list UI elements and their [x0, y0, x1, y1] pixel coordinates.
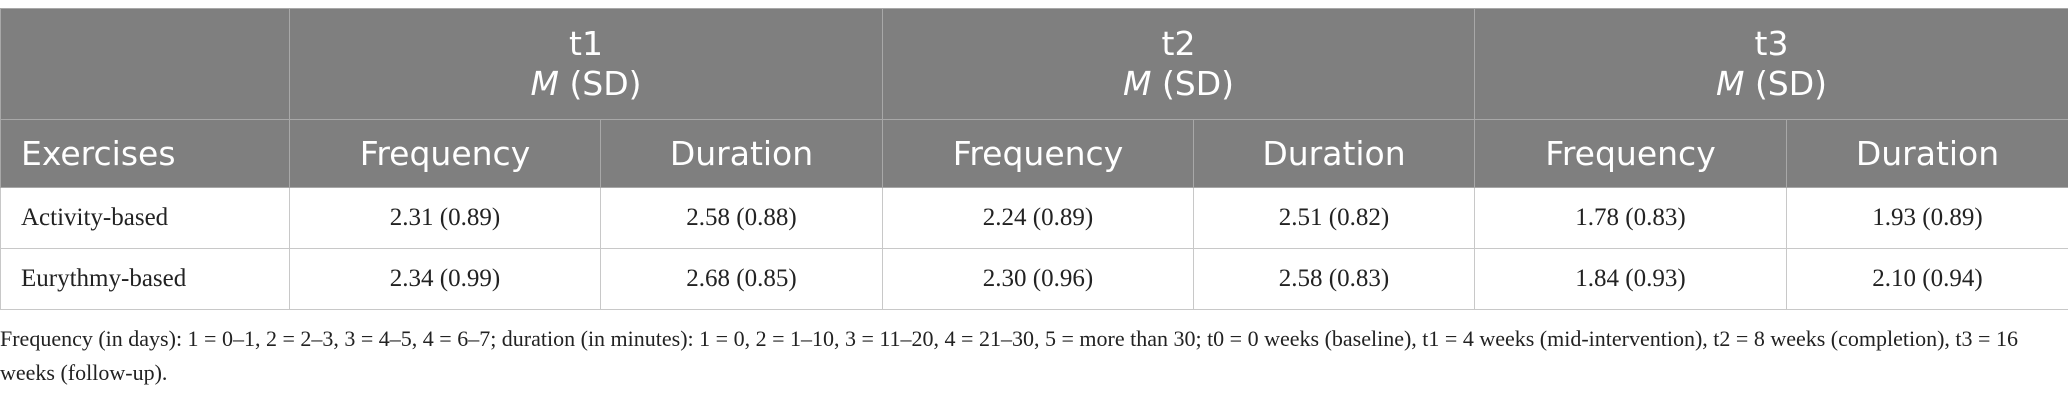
stat-text: (SD): [1161, 64, 1235, 103]
cell: 1.84 (0.93): [1474, 248, 1787, 310]
row-label: Eurythmy-based: [0, 248, 290, 310]
cell: 2.24 (0.89): [882, 187, 1194, 249]
results-table: t1 M (SD) t2 M (SD) t3 M (SD) Exercises Freque…: [0, 8, 2068, 310]
stat-italic: M: [530, 64, 559, 103]
stat-text: (SD): [569, 64, 642, 103]
stat-italic: M: [1715, 64, 1745, 103]
group-stat: M (SD): [883, 64, 1474, 104]
cell: 2.30 (0.96): [882, 248, 1194, 310]
cell: 2.58 (0.88): [600, 187, 883, 249]
cell: 2.51 (0.82): [1193, 187, 1475, 249]
cell: 2.31 (0.89): [289, 187, 601, 249]
column-header: Duration: [1193, 119, 1475, 188]
group-header-row: t1 M (SD) t2 M (SD) t3 M (SD): [0, 8, 2068, 120]
group-label: t1: [569, 24, 603, 63]
table-row: Activity-based 2.31 (0.89) 2.58 (0.88) 2.24…: [0, 187, 2068, 249]
table-row: Eurythmy-based 2.34 (0.99) 2.68 (0.85) 2.30…: [0, 248, 2068, 310]
column-header: Frequency: [882, 119, 1194, 188]
cell: 2.34 (0.99): [289, 248, 601, 310]
stat-text: (SD): [1754, 64, 1828, 103]
empty-header: [0, 8, 290, 120]
cell: 2.10 (0.94): [1786, 248, 2068, 310]
column-header: Frequency: [289, 119, 601, 188]
group-label: t2: [1161, 24, 1196, 63]
stat-italic: M: [1122, 64, 1152, 103]
group-label: t3: [1754, 24, 1789, 63]
group-header: t2 M (SD): [882, 8, 1475, 120]
cell: 1.78 (0.83): [1474, 187, 1787, 249]
row-label: Activity-based: [0, 187, 290, 249]
column-header-row: Exercises Frequency Duration Frequency Durat…: [0, 119, 2068, 188]
cell: 1.93 (0.89): [1786, 187, 2068, 249]
cell: 2.58 (0.83): [1193, 248, 1475, 310]
column-header: Duration: [1786, 119, 2068, 188]
column-header: Exercises: [0, 119, 290, 188]
cell: 2.68 (0.85): [600, 248, 883, 310]
group-header: t1 M (SD): [289, 8, 883, 120]
column-header: Duration: [600, 119, 883, 188]
group-stat: M (SD): [1475, 64, 2068, 104]
group-stat: M (SD): [290, 64, 882, 104]
column-header: Frequency: [1474, 119, 1787, 188]
group-header: t3 M (SD): [1474, 8, 2068, 120]
footnote: Frequency (in days): 1 = 0–1, 2 = 2–3, 3…: [0, 326, 2018, 385]
table-body: Activity-based 2.31 (0.89) 2.58 (0.88) 2.24…: [0, 187, 2068, 310]
